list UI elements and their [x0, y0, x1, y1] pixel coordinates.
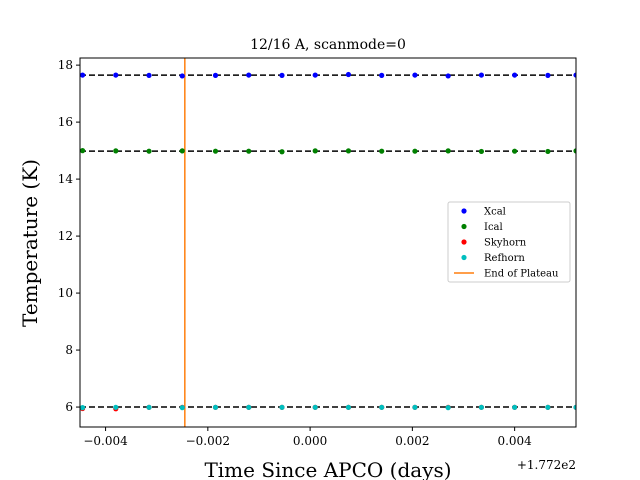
reference-lines	[80, 74, 576, 408]
refhorn-point	[445, 405, 451, 411]
chart-title: 12/16 A, scanmode=0	[250, 37, 406, 53]
y-tick-label: 6	[65, 400, 73, 414]
xcal-point	[246, 72, 252, 78]
ical-point	[246, 148, 252, 154]
refhorn-point	[345, 404, 352, 410]
refhorn-point	[379, 404, 385, 410]
ical-point	[80, 148, 86, 154]
xcal-point	[312, 72, 318, 78]
ical-point	[179, 148, 185, 154]
legend-marker-refhorn	[461, 254, 467, 261]
ical-point	[345, 148, 352, 154]
ical-point	[379, 148, 385, 154]
legend-label-refhorn: Refhorn	[484, 253, 525, 264]
data-points	[80, 71, 576, 412]
xcal-point	[279, 72, 285, 78]
refhorn-point	[512, 404, 518, 410]
xcal-point	[412, 72, 418, 78]
refhorn-point	[412, 404, 418, 410]
refhorn-point	[312, 404, 318, 410]
legend-label-skyhorn: Skyhorn	[484, 238, 527, 249]
x-tick-label: −0.002	[186, 434, 230, 448]
ical-point	[445, 148, 451, 154]
ical-point	[478, 148, 485, 155]
legend-marker-ical	[461, 223, 467, 230]
x-axis-ticks: −0.004 −0.002 0.000 0.002 0.004	[83, 427, 532, 448]
refhorn-point	[279, 404, 285, 410]
ical-point	[113, 148, 119, 154]
xcal-point	[80, 72, 86, 78]
x-tick-label: −0.004	[83, 434, 128, 448]
ical-point	[146, 148, 152, 154]
xcal-point	[445, 73, 451, 79]
ical-point	[312, 148, 318, 154]
ical-point	[545, 148, 551, 155]
axes-frame	[79, 57, 577, 428]
refhorn-point	[212, 404, 219, 410]
ical-point	[212, 148, 219, 154]
legend-box	[447, 201, 571, 283]
y-tick-label: 16	[58, 115, 73, 129]
y-tick-label: 10	[58, 286, 73, 300]
ical-point	[573, 148, 576, 154]
x-tick-label: 0.000	[293, 434, 327, 448]
refhorn-point	[146, 404, 152, 410]
legend-marker-skyhorn	[461, 239, 467, 245]
xcal-point	[512, 72, 518, 78]
xcal-point	[573, 72, 576, 78]
xcal-point	[545, 72, 551, 78]
legend-marker-xcal	[461, 208, 467, 214]
ical-point	[412, 148, 418, 154]
plot-area	[80, 58, 576, 427]
x-axis-label: Time Since APCO (days)	[204, 458, 451, 480]
y-axis-ticks: 6 8 10 12 14 16 18	[58, 58, 80, 414]
refhorn-point	[573, 404, 576, 410]
xcal-point	[113, 72, 119, 78]
refhorn-point	[545, 404, 551, 410]
x-axis-offset-label: +1.772e2	[517, 458, 576, 472]
x-tick-label: 0.004	[497, 434, 532, 448]
ical-point	[279, 149, 285, 155]
ical-point	[512, 148, 518, 154]
xcal-point	[179, 73, 185, 79]
y-tick-label: 8	[65, 343, 73, 357]
legend: Xcal Ical Skyhorn Refhorn End of Plateau	[447, 201, 571, 283]
y-axis-label: Temperature (K)	[18, 159, 42, 327]
xcal-point	[478, 72, 485, 78]
xcal-point	[345, 71, 352, 78]
xcal-point	[212, 72, 219, 78]
xcal-point	[379, 72, 385, 78]
xcal-point	[146, 72, 152, 78]
legend-label-ical: Ical	[484, 222, 503, 233]
y-tick-label: 18	[58, 58, 73, 72]
legend-label-end-of-plateau: End of Plateau	[484, 269, 559, 280]
refhorn-point	[113, 404, 119, 410]
y-tick-label: 12	[58, 229, 73, 243]
refhorn-point	[80, 405, 86, 411]
legend-label-xcal: Xcal	[484, 207, 506, 218]
y-tick-label: 14	[58, 172, 74, 186]
x-tick-label: 0.002	[395, 434, 429, 448]
refhorn-point	[478, 404, 485, 410]
refhorn-point	[179, 405, 185, 411]
refhorn-point	[246, 404, 252, 410]
